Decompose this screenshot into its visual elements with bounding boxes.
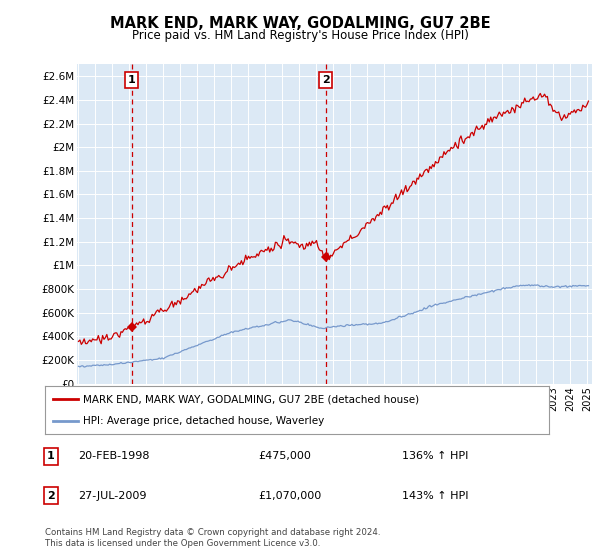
Text: Price paid vs. HM Land Registry's House Price Index (HPI): Price paid vs. HM Land Registry's House …: [131, 29, 469, 42]
Text: 143% ↑ HPI: 143% ↑ HPI: [402, 491, 469, 501]
Text: MARK END, MARK WAY, GODALMING, GU7 2BE (detached house): MARK END, MARK WAY, GODALMING, GU7 2BE (…: [83, 394, 419, 404]
Text: Contains HM Land Registry data © Crown copyright and database right 2024.
This d: Contains HM Land Registry data © Crown c…: [45, 528, 380, 548]
Text: 20-FEB-1998: 20-FEB-1998: [78, 451, 149, 461]
Text: 2: 2: [322, 75, 329, 85]
Text: £1,070,000: £1,070,000: [258, 491, 321, 501]
Text: 1: 1: [128, 75, 136, 85]
Text: MARK END, MARK WAY, GODALMING, GU7 2BE: MARK END, MARK WAY, GODALMING, GU7 2BE: [110, 16, 490, 31]
Text: 136% ↑ HPI: 136% ↑ HPI: [402, 451, 469, 461]
Text: 27-JUL-2009: 27-JUL-2009: [78, 491, 146, 501]
Text: HPI: Average price, detached house, Waverley: HPI: Average price, detached house, Wave…: [83, 416, 324, 426]
Text: £475,000: £475,000: [258, 451, 311, 461]
Text: 2: 2: [47, 491, 55, 501]
Text: 1: 1: [47, 451, 55, 461]
